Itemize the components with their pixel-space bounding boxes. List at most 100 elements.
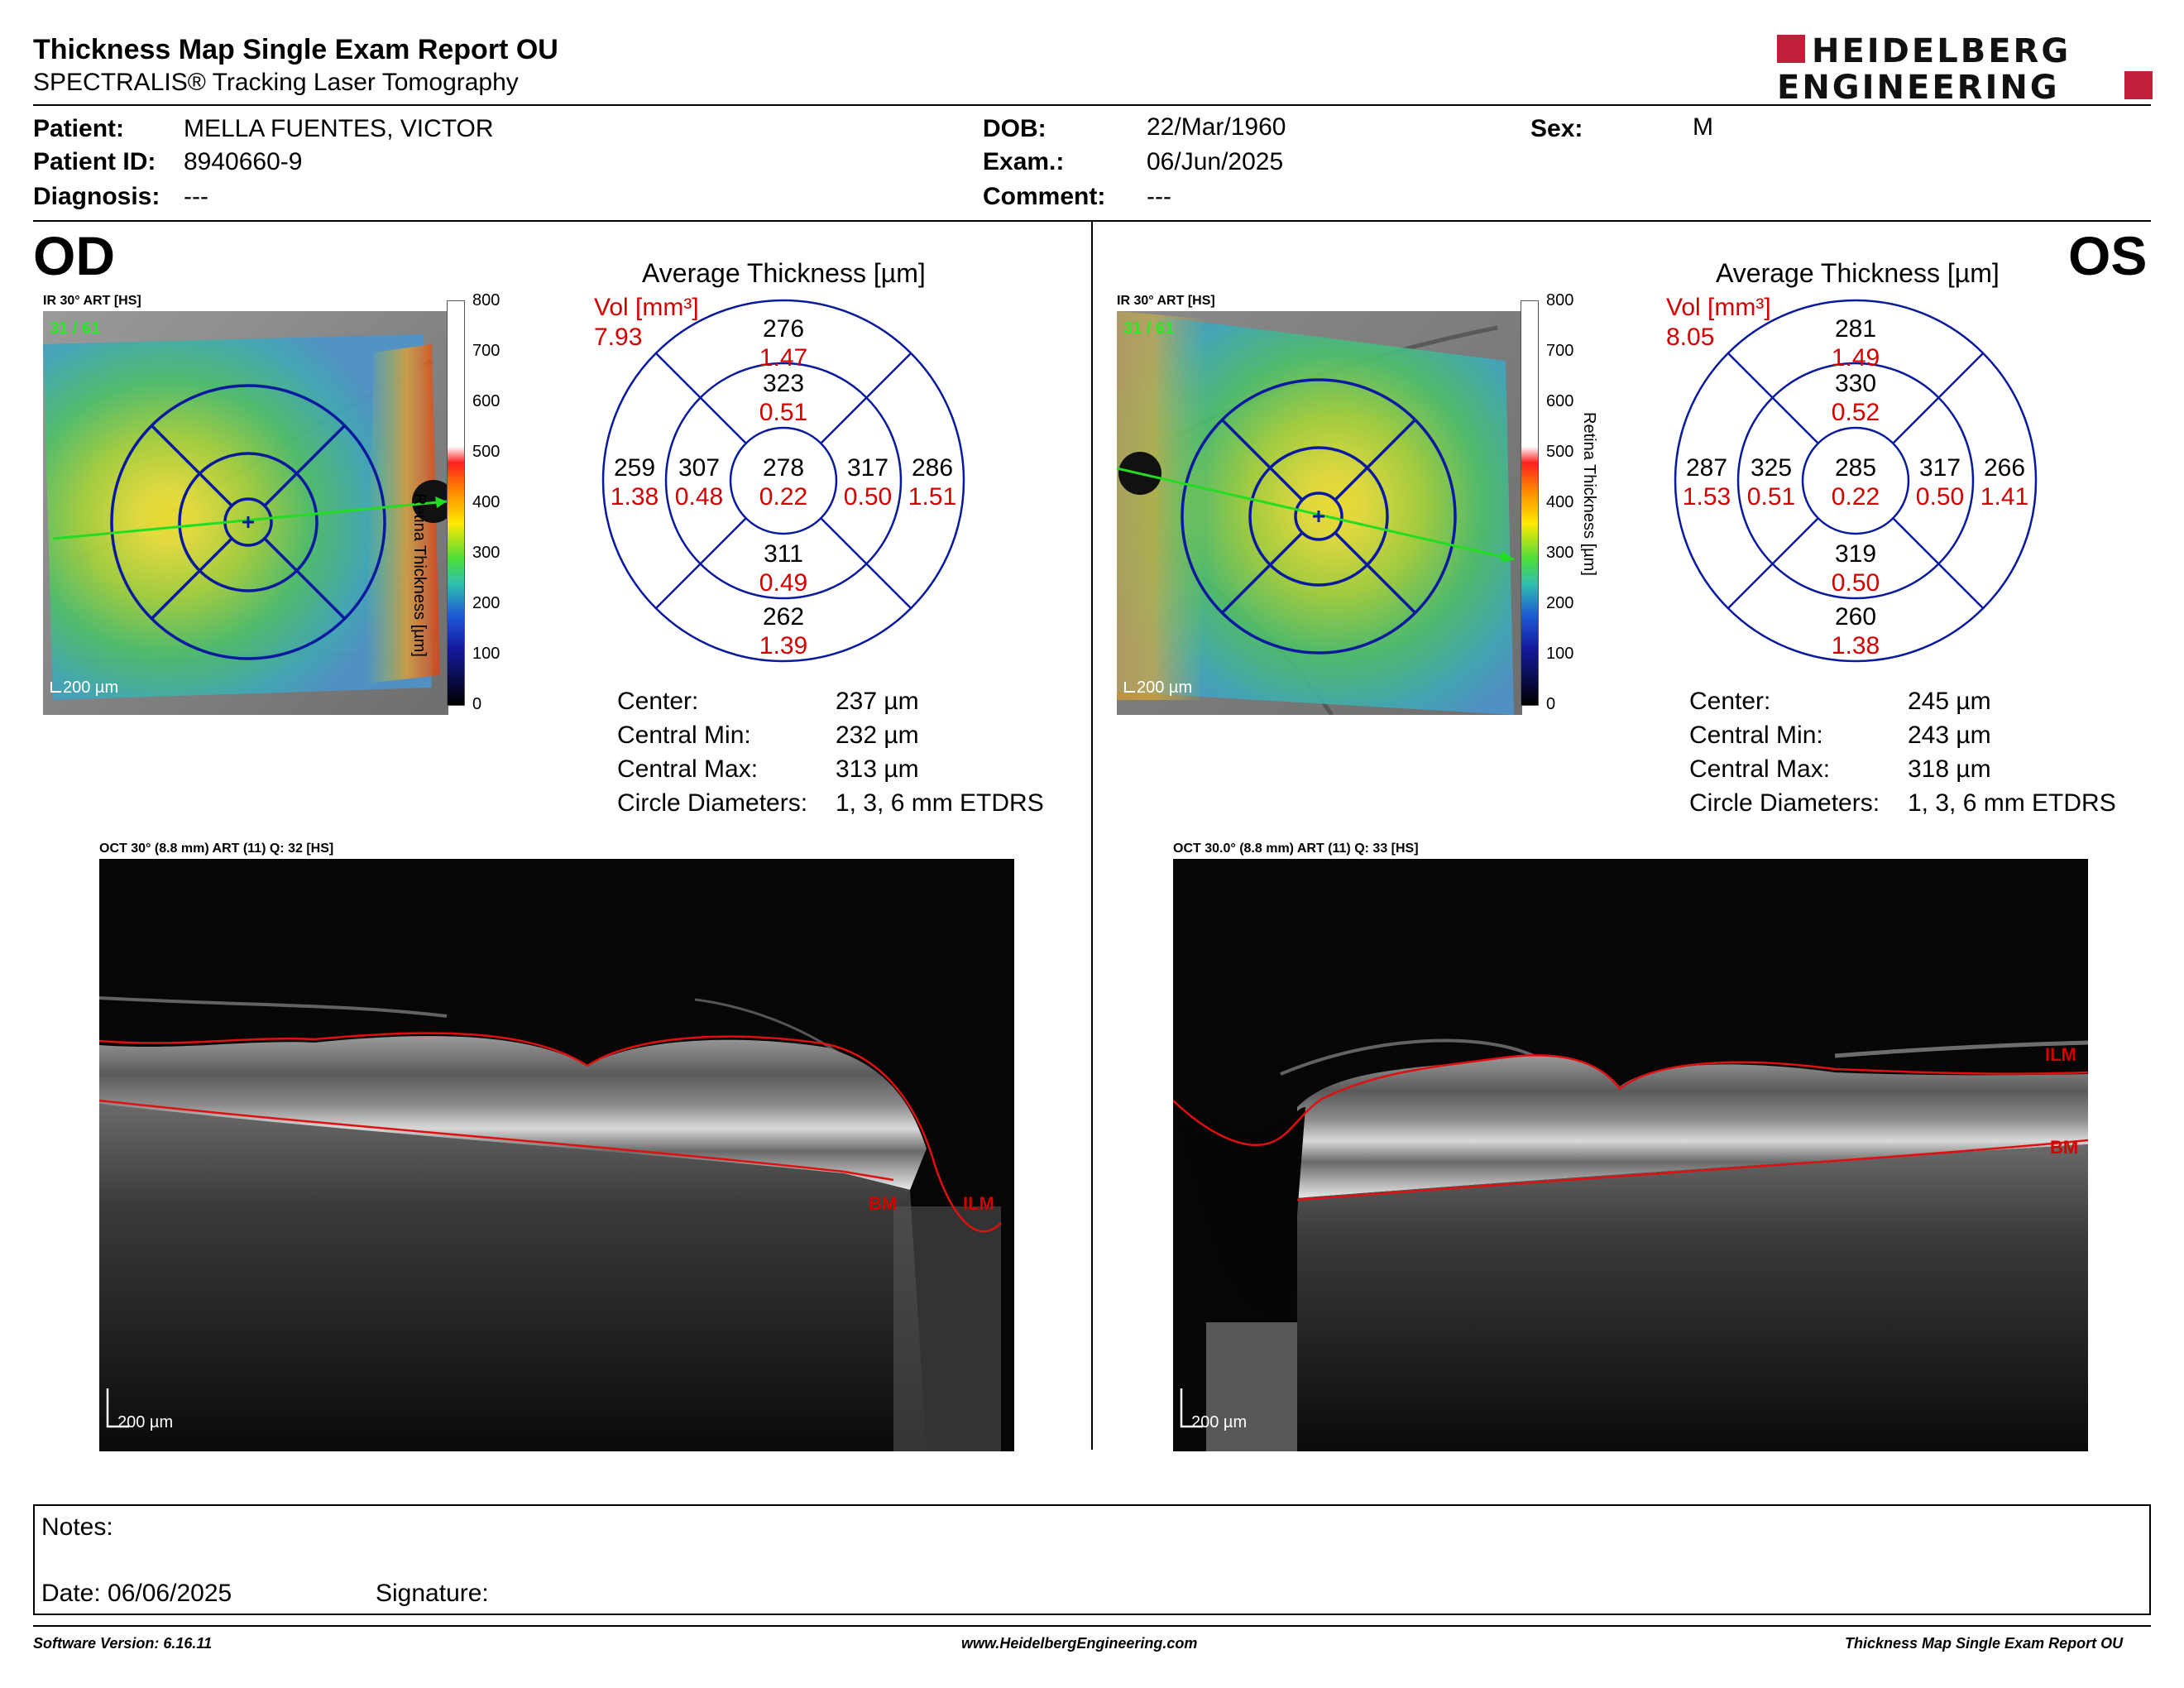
report-subtitle: SPECTRALIS® Tracking Laser Tomography — [33, 69, 519, 96]
od-sector-inner-superior: 323 0.51 — [759, 370, 808, 426]
od-sector-outer-left: 259 1.38 — [610, 454, 659, 511]
od-stat-value: 1, 3, 6 mm ETDRS — [836, 789, 1044, 817]
os-sector-outer-superior: 281 1.49 — [1831, 315, 1880, 372]
os-sector-inner-right: 317 0.50 — [1915, 454, 1965, 511]
patient-name: MELLA FUENTES, VICTOR — [184, 115, 494, 142]
od-stat-label: Circle Diameters: — [617, 789, 808, 817]
sex-value: M — [1693, 113, 1713, 141]
os-sector-outer-inferior: 260 1.38 — [1831, 603, 1880, 659]
od-label-ilm: ILM — [963, 1193, 994, 1214]
od-sector-center: 278 0.22 — [759, 454, 808, 511]
eye-label-od: OD — [33, 225, 115, 286]
os-thickness-map[interactable]: 31 / 61 200 µm — [1117, 311, 1522, 715]
od-stat-value: 232 µm — [836, 722, 919, 749]
header-divider — [33, 104, 2151, 106]
od-map-scale: 200 µm — [63, 679, 119, 697]
os-stat-label: Central Min: — [1689, 722, 1823, 749]
od-chart-title: Average Thickness [µm] — [642, 258, 926, 288]
os-etdrs-overlay — [1117, 311, 1522, 715]
os-scan-title: OCT 30.0° (8.8 mm) ART (11) Q: 33 [HS] — [1173, 842, 1419, 856]
os-sector-outer-left: 287 1.53 — [1682, 454, 1731, 511]
patient-id-label: Patient ID: — [33, 148, 156, 175]
dob-value: 22/Mar/1960 — [1147, 113, 1286, 141]
patient-label: Patient: — [33, 115, 125, 142]
signature-label: Signature: — [376, 1580, 489, 1607]
od-sector-inner-left: 307 0.48 — [674, 454, 724, 511]
od-colorbar-label: Retina Thickness [µm] — [410, 493, 429, 657]
os-map-counter: 31 / 61 — [1123, 319, 1175, 338]
od-sector-outer-superior: 276 1.47 — [759, 315, 808, 372]
eye-label-os: OS — [2068, 225, 2148, 286]
od-stat-value: 313 µm — [836, 755, 919, 783]
os-sector-inner-left: 325 0.51 — [1746, 454, 1796, 511]
od-etdrs-overlay — [43, 311, 448, 715]
os-stat-value: 245 µm — [1908, 688, 1991, 715]
eye-divider — [1091, 222, 1093, 1450]
logo-line-1: HEIDELBERG — [1812, 32, 2071, 70]
patient-id: 8940660-9 — [184, 148, 303, 175]
od-map-counter: 31 / 61 — [50, 319, 101, 338]
os-sector-inner-inferior: 319 0.50 — [1831, 540, 1880, 597]
notes-box[interactable]: Notes: Date: 06/06/2025 Signature: — [33, 1504, 2151, 1615]
os-map-title: IR 30° ART [HS] — [1117, 294, 1215, 308]
od-sector-outer-right: 286 1.51 — [908, 454, 957, 511]
od-thickness-map[interactable]: 31 / 61 200 µm — [43, 311, 448, 715]
od-colorbar-ticks: 800 700 600 500 400 300 200 100 0 — [472, 291, 500, 713]
od-stat-label: Central Max: — [617, 755, 759, 783]
os-stat-label: Circle Diameters: — [1689, 789, 1880, 817]
od-scan-scale: 200 µm — [117, 1413, 174, 1431]
os-scan-scale: 200 µm — [1191, 1413, 1248, 1431]
od-colorbar — [447, 300, 465, 706]
os-stat-value: 243 µm — [1908, 722, 1991, 749]
os-label-ilm: ILM — [2045, 1044, 2076, 1065]
od-sector-inner-inferior: 311 0.49 — [759, 540, 808, 597]
date-label: Date: 06/06/2025 — [41, 1580, 232, 1607]
od-sector-inner-right: 317 0.50 — [843, 454, 893, 511]
diagnosis-value: --- — [184, 183, 208, 210]
os-sector-center: 285 0.22 — [1831, 454, 1880, 511]
os-stat-label: Central Max: — [1689, 755, 1831, 783]
os-stat-value: 318 µm — [1908, 755, 1991, 783]
od-vol-value: 7.93 — [594, 324, 643, 351]
os-chart-title: Average Thickness [µm] — [1716, 258, 2000, 288]
od-vol-label: Vol [mm³] — [594, 294, 699, 321]
exam-date: 06/Jun/2025 — [1147, 148, 1284, 175]
os-stat-label: Center: — [1689, 688, 1771, 715]
os-colorbar-label: Retina Thickness [µm] — [1580, 412, 1598, 576]
software-version: Software Version: 6.16.11 — [33, 1635, 213, 1652]
report-title: Thickness Map Single Exam Report OU — [33, 34, 558, 65]
od-stat-value: 237 µm — [836, 688, 919, 715]
comment-value: --- — [1147, 183, 1171, 210]
os-vol-value: 8.05 — [1666, 324, 1715, 351]
logo-line-2: ENGINEERING — [1777, 69, 2060, 103]
website-link[interactable]: www.HeidelbergEngineering.com — [961, 1635, 1198, 1652]
exam-label: Exam.: — [983, 148, 1065, 175]
od-etdrs-chart: 276 1.47 323 0.51 259 1.38 307 0.48 278 0.22 … — [601, 299, 965, 663]
logo-mark-icon: HEIDELBERG ENGINEERING — [1777, 32, 2153, 107]
od-scan-title: OCT 30° (8.8 mm) ART (11) Q: 32 [HS] — [99, 842, 334, 856]
od-stat-label: Central Min: — [617, 722, 751, 749]
os-stat-value: 1, 3, 6 mm ETDRS — [1908, 789, 2116, 817]
footer-divider — [33, 1625, 2151, 1627]
diagnosis-label: Diagnosis: — [33, 183, 160, 210]
os-sector-outer-right: 266 1.41 — [1980, 454, 2029, 511]
od-oct-bscan[interactable]: BM ILM 200 µm — [99, 859, 1014, 1451]
notes-label: Notes: — [41, 1513, 113, 1541]
os-sector-inner-superior: 330 0.52 — [1831, 370, 1880, 426]
od-sector-outer-inferior: 262 1.39 — [759, 603, 808, 659]
heidelberg-logo: HEIDELBERG ENGINEERING — [1770, 31, 2159, 107]
od-stat-label: Center: — [617, 688, 699, 715]
comment-label: Comment: — [983, 183, 1106, 210]
os-colorbar-ticks: 800 700 600 500 400 300 200 100 0 — [1546, 291, 1574, 713]
os-label-bm: BM — [2050, 1137, 2079, 1158]
od-map-title: IR 30° ART [HS] — [43, 294, 141, 308]
os-oct-bscan[interactable]: ILM BM 200 µm — [1173, 859, 2088, 1451]
os-map-scale: 200 µm — [1137, 679, 1193, 697]
od-label-bm: BM — [869, 1193, 898, 1214]
os-etdrs-chart: 281 1.49 330 0.52 287 1.53 325 0.51 285 0.22 … — [1674, 299, 2038, 663]
os-colorbar — [1521, 300, 1539, 706]
patient-divider — [33, 220, 2151, 222]
footer-report-name: Thickness Map Single Exam Report OU — [1845, 1635, 2124, 1652]
os-vol-label: Vol [mm³] — [1666, 294, 1771, 321]
sex-label: Sex: — [1530, 115, 1583, 142]
